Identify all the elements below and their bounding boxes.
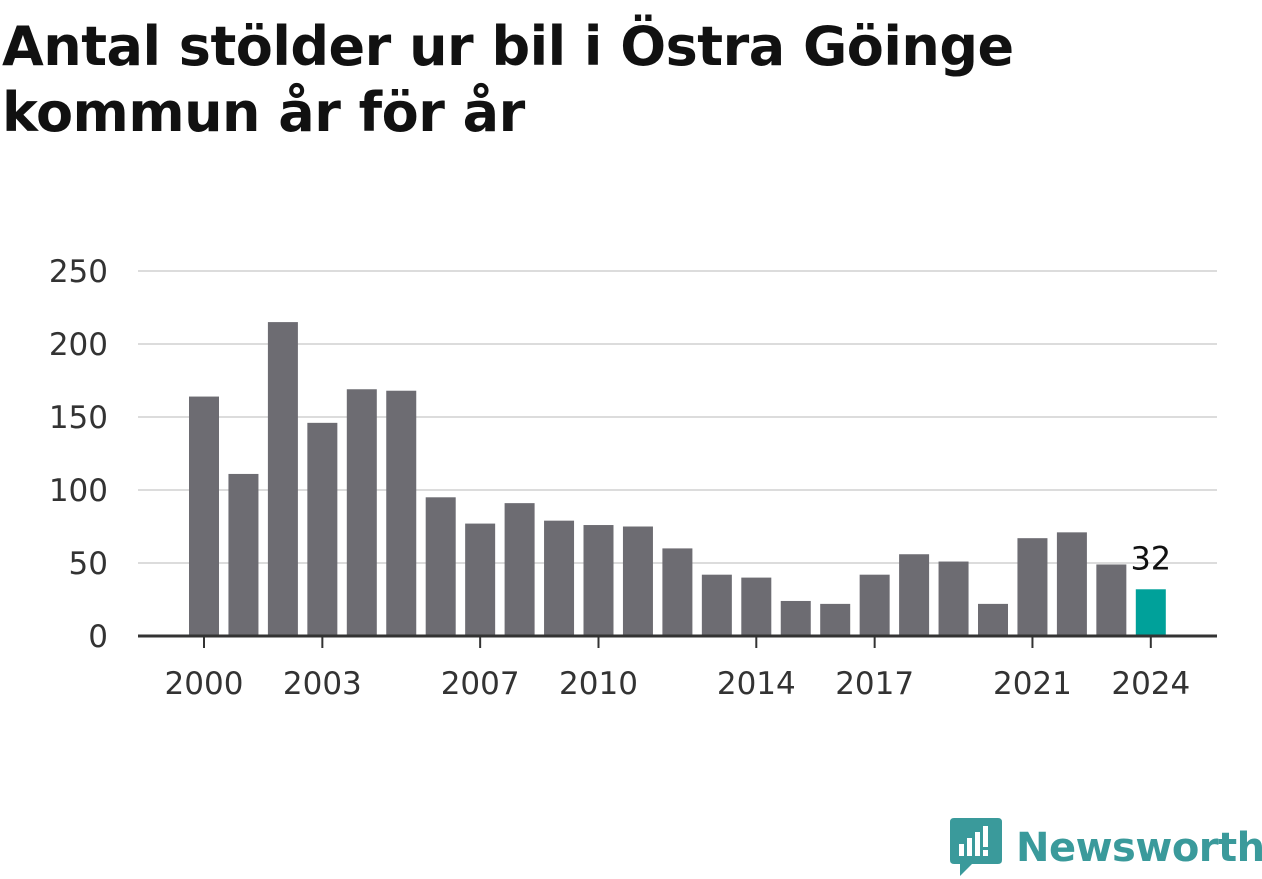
x-axis-ticks: 2000 2003 2007 2010 2014 2017 2021 2024 xyxy=(165,636,1190,702)
bar-2008 xyxy=(504,503,535,636)
bar-2003 xyxy=(307,422,338,636)
bar-2012 xyxy=(662,548,693,636)
bar-2017 xyxy=(859,574,890,636)
bar-2002 xyxy=(267,322,298,636)
bar-2007 xyxy=(465,523,496,636)
bar-2010 xyxy=(583,525,614,636)
y-tick-label: 200 xyxy=(49,327,108,363)
bar-2001 xyxy=(228,473,259,636)
bars xyxy=(189,322,1166,636)
bar-2015 xyxy=(780,600,811,636)
bar-2011 xyxy=(622,526,653,636)
x-tick-label: 2021 xyxy=(993,666,1072,702)
x-tick-label: 2017 xyxy=(835,666,914,702)
x-tick-label: 2010 xyxy=(559,666,638,702)
bar-2009 xyxy=(544,520,575,636)
x-tick-label: 2024 xyxy=(1111,666,1190,702)
bar-2005 xyxy=(386,390,417,636)
y-tick-label: 50 xyxy=(69,546,108,582)
bar-2013 xyxy=(701,574,732,636)
x-tick-label: 2003 xyxy=(283,666,362,702)
y-tick-label: 100 xyxy=(49,473,108,509)
bar-2020 xyxy=(978,603,1008,636)
bar-2000 xyxy=(189,396,219,636)
bar-2019 xyxy=(938,561,969,636)
bar-2004 xyxy=(346,389,377,636)
newsworthy-logo-icon xyxy=(950,818,1002,876)
x-tick-label: 2007 xyxy=(441,666,520,702)
y-tick-label: 150 xyxy=(49,400,108,436)
bar-2024 xyxy=(1135,589,1166,636)
brand-name: Newsworthy xyxy=(1016,825,1262,871)
bar-2006 xyxy=(425,497,456,636)
bar-2023 xyxy=(1096,564,1127,636)
bar-2021 xyxy=(1017,538,1048,636)
value-label-2024: 32 xyxy=(1130,539,1171,577)
x-tick-label: 2000 xyxy=(165,666,244,702)
bar-2022 xyxy=(1056,532,1087,636)
y-tick-label: 250 xyxy=(49,254,108,290)
chart-title: Antal stölder ur bil i Östra Göinge komm… xyxy=(2,15,1014,144)
newsworthy-logo: Newsworthy xyxy=(950,818,1262,878)
x-tick-label: 2014 xyxy=(717,666,796,702)
bar-2014 xyxy=(741,577,772,636)
bar-2016 xyxy=(820,603,851,636)
bar-2018 xyxy=(899,554,930,636)
y-tick-label: 0 xyxy=(88,619,108,655)
gridlines xyxy=(138,270,1217,564)
y-axis-ticks: 0 50 100 150 200 250 xyxy=(49,254,108,655)
